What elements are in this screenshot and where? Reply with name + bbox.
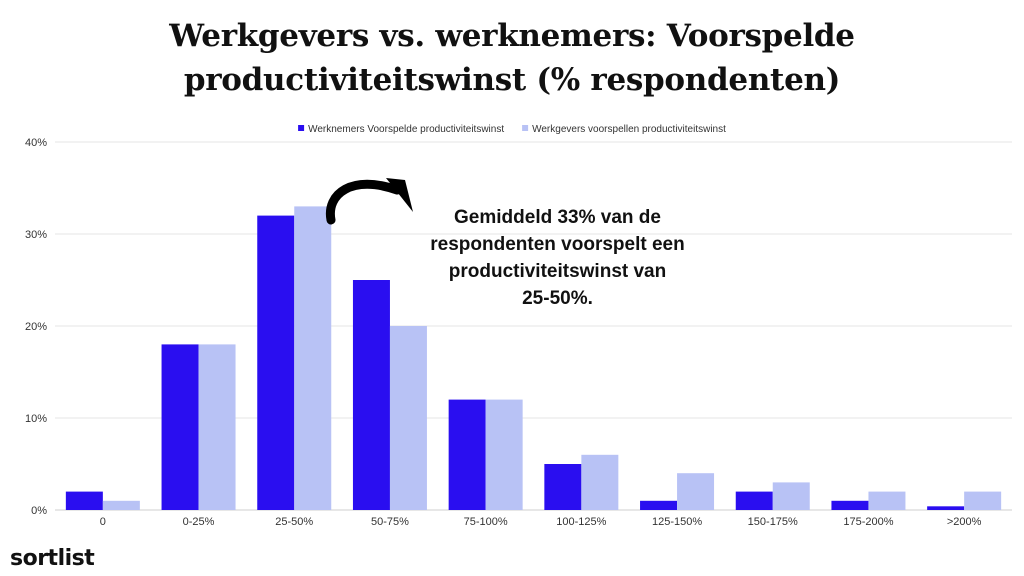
bar-werkgevers — [964, 491, 1002, 510]
bar-werkgevers — [389, 326, 427, 510]
x-tick-label: 25-50% — [275, 516, 313, 528]
bar-werkgevers — [581, 454, 619, 510]
chart-title: Werkgevers vs. werknemers: Voorspelde pr… — [0, 14, 1024, 102]
annotation-line-3: productiviteitswinst van — [448, 261, 667, 282]
bar-werknemers — [161, 344, 199, 510]
bar-werkgevers — [868, 491, 906, 510]
bars — [65, 206, 1002, 510]
x-tick-label: 125-150% — [652, 516, 702, 528]
chart-title-line-1: Werkgevers vs. werknemers: Voorspelde — [169, 18, 855, 54]
bar-werkgevers — [772, 482, 810, 510]
bar-werknemers — [927, 506, 965, 510]
legend: Werknemers Voorspelde productiviteitswin… — [298, 124, 726, 135]
annotation-line-2: respondenten voorspelt een — [430, 234, 685, 255]
x-tick-label: >200% — [947, 516, 982, 528]
bar-werkgevers — [677, 473, 715, 510]
bar-werknemers — [352, 280, 390, 510]
bar-werknemers — [735, 491, 773, 510]
y-tick-label: 40% — [25, 137, 47, 149]
bar-werkgevers — [485, 399, 523, 510]
bar-werknemers — [65, 491, 103, 510]
x-tick-label: 0-25% — [183, 516, 215, 528]
annotation-line-4: 25-50%. — [522, 288, 593, 309]
legend-swatch — [298, 125, 305, 131]
annotation-line-1: Gemiddeld 33% van de — [454, 207, 661, 228]
x-axis-ticks: 0 0-25% 25-50% 50-75% 75-100% 100-125% 125-150… — [100, 516, 982, 528]
bar-werkgevers — [102, 500, 140, 510]
y-axis-ticks: 0% 10% 20% 30% 40% — [25, 137, 47, 517]
bar-werknemers — [448, 399, 486, 510]
curved-arrow-icon — [325, 179, 402, 225]
bar-werknemers — [640, 500, 678, 510]
bar-werkgevers — [198, 344, 236, 510]
x-tick-label: 100-125% — [556, 516, 606, 528]
annotation-text: Gemiddeld 33% van de respondenten voorsp… — [405, 204, 710, 312]
legend-label: Werknemers Voorspelde productiviteitswin… — [308, 124, 504, 135]
legend-swatch — [522, 125, 529, 131]
x-tick-label: 150-175% — [748, 516, 798, 528]
arrow-head-icon — [386, 178, 413, 212]
bar-werkgevers — [294, 206, 332, 510]
x-tick-label: 175-200% — [843, 516, 893, 528]
y-tick-label: 0% — [31, 505, 47, 517]
bar-werknemers — [544, 464, 582, 510]
x-tick-label: 75-100% — [464, 516, 508, 528]
bar-werknemers — [257, 215, 295, 510]
chart-title-line-2: productiviteitswinst (% respondenten) — [183, 62, 841, 98]
legend-label: Werkgevers voorspellen productiviteitswi… — [532, 124, 726, 135]
y-tick-label: 20% — [25, 321, 47, 333]
x-tick-label: 50-75% — [371, 516, 409, 528]
y-tick-label: 10% — [25, 413, 47, 425]
sortlist-logo: sortlist — [10, 546, 95, 571]
x-tick-label: 0 — [100, 516, 106, 528]
y-tick-label: 30% — [25, 229, 47, 241]
bar-werknemers — [831, 500, 869, 510]
